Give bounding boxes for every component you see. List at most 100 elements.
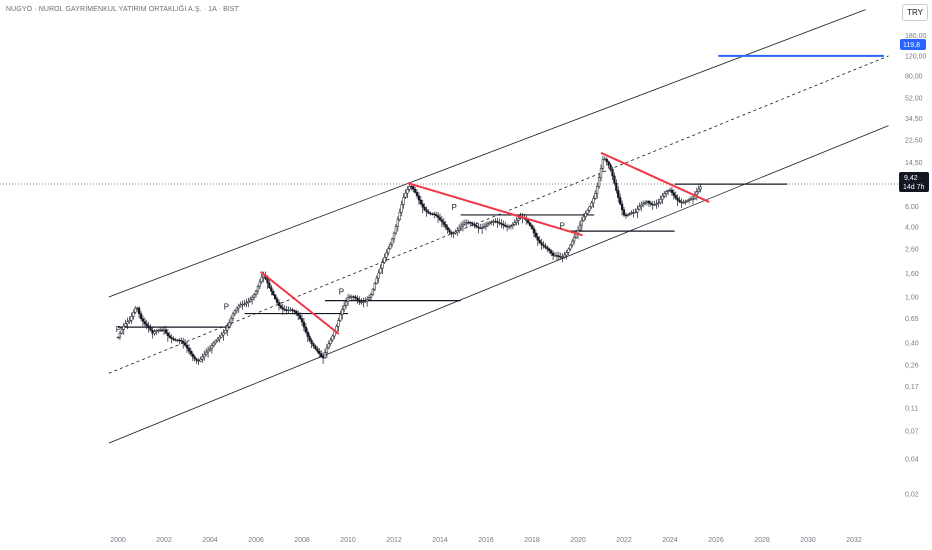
candle-down xyxy=(442,221,445,225)
x-tick-label: 2020 xyxy=(570,537,586,544)
candle-up xyxy=(241,303,244,306)
candle-up xyxy=(392,232,396,240)
candle-up xyxy=(488,222,491,225)
candle-up xyxy=(136,307,139,310)
candle-down xyxy=(143,321,146,325)
last-price-badge xyxy=(899,172,929,192)
candle-down xyxy=(551,252,555,256)
candle-up xyxy=(360,301,363,304)
candle-down xyxy=(182,341,185,344)
candle-down xyxy=(174,339,177,341)
candle-down xyxy=(440,219,444,223)
candle-up xyxy=(569,244,572,250)
candle-down xyxy=(479,227,482,229)
candle-down xyxy=(620,203,624,211)
candle-up xyxy=(695,191,698,196)
candle-down xyxy=(542,244,545,247)
candle-down xyxy=(137,307,141,314)
trend-channel xyxy=(0,9,898,444)
x-tick-label: 2006 xyxy=(248,537,264,544)
candle-down xyxy=(651,203,654,206)
candle-down xyxy=(473,224,476,226)
candle-down xyxy=(427,211,430,214)
candle-down xyxy=(318,350,321,354)
chart-title: NUGYO · NUROL GAYRİMENKUL YATIRIM ORTAKL… xyxy=(6,6,240,13)
candle-up xyxy=(511,224,514,226)
candle-down xyxy=(312,343,315,347)
candle-down xyxy=(615,182,618,191)
candle-up xyxy=(371,288,375,295)
candle-up xyxy=(222,332,225,336)
candle-up xyxy=(463,222,467,225)
x-tick-label: 2002 xyxy=(156,537,172,544)
candle-up xyxy=(691,198,695,200)
y-axis: 0,02 0,04 0,07 0,11 0,17 0,26 0,40 0,65 1,00 1,60… xyxy=(905,33,927,499)
candle-down xyxy=(308,336,311,341)
candle-up xyxy=(251,297,254,301)
y-tick-label: 80,00 xyxy=(905,74,923,81)
candle-down xyxy=(674,195,677,199)
candle-down xyxy=(680,201,683,203)
candle-down xyxy=(649,202,652,205)
candle-down xyxy=(622,209,626,216)
red-trendline xyxy=(600,151,710,203)
candle-up xyxy=(565,252,568,256)
candle-up xyxy=(260,276,263,283)
candle-up xyxy=(210,345,214,350)
candle-down xyxy=(279,305,283,309)
currency-button[interactable]: TRY xyxy=(902,4,928,21)
candle-up xyxy=(331,335,334,341)
x-tick-label: 2022 xyxy=(616,537,632,544)
candle-down xyxy=(534,232,537,238)
candle-up xyxy=(394,226,398,234)
candle-up xyxy=(153,331,156,334)
candle-down xyxy=(500,222,503,225)
candle-up xyxy=(287,309,290,312)
candle-down xyxy=(274,294,277,300)
candle-down xyxy=(170,337,173,340)
candle-up xyxy=(364,300,367,303)
candle-up xyxy=(329,339,332,344)
candle-down xyxy=(436,215,440,218)
y-tick-label: 34,50 xyxy=(905,116,923,123)
candle-up xyxy=(385,252,388,258)
x-tick-label: 2014 xyxy=(432,537,448,544)
candle-up xyxy=(645,201,649,203)
candle-down xyxy=(310,340,313,344)
candle-up xyxy=(130,316,133,321)
candle-up xyxy=(515,220,518,223)
candle-up xyxy=(661,195,664,200)
y-tick-label: 0,65 xyxy=(905,316,919,323)
candle-up xyxy=(697,188,700,192)
candle-up xyxy=(484,224,488,227)
candle-down xyxy=(540,242,543,245)
pivot-labels: P P P P P xyxy=(116,203,565,334)
candle-up xyxy=(642,203,645,206)
candle-up xyxy=(155,330,158,332)
candle-up xyxy=(229,318,233,324)
candle-up xyxy=(578,224,582,231)
candle-up xyxy=(373,283,376,290)
candle-down xyxy=(160,329,164,332)
candle-down xyxy=(544,245,547,248)
candle-down xyxy=(145,323,148,327)
candle-down xyxy=(285,309,288,312)
x-tick-label: 2030 xyxy=(800,537,816,544)
pivot-label: P xyxy=(116,325,121,334)
candle-down xyxy=(435,214,438,216)
candle-up xyxy=(343,305,346,310)
candle-down xyxy=(354,296,357,299)
pivot-label: P xyxy=(224,303,229,312)
candle-up xyxy=(573,236,576,242)
candle-down xyxy=(471,222,474,225)
y-tick-label: 0,07 xyxy=(905,428,919,435)
candle-up xyxy=(390,238,394,245)
candle-up xyxy=(387,248,390,254)
candle-down xyxy=(611,169,614,177)
candle-down xyxy=(298,315,302,319)
candle-down xyxy=(678,200,681,203)
candle-down xyxy=(302,321,306,328)
candle-up xyxy=(132,312,135,317)
y-tick-label: 0,40 xyxy=(905,341,919,348)
